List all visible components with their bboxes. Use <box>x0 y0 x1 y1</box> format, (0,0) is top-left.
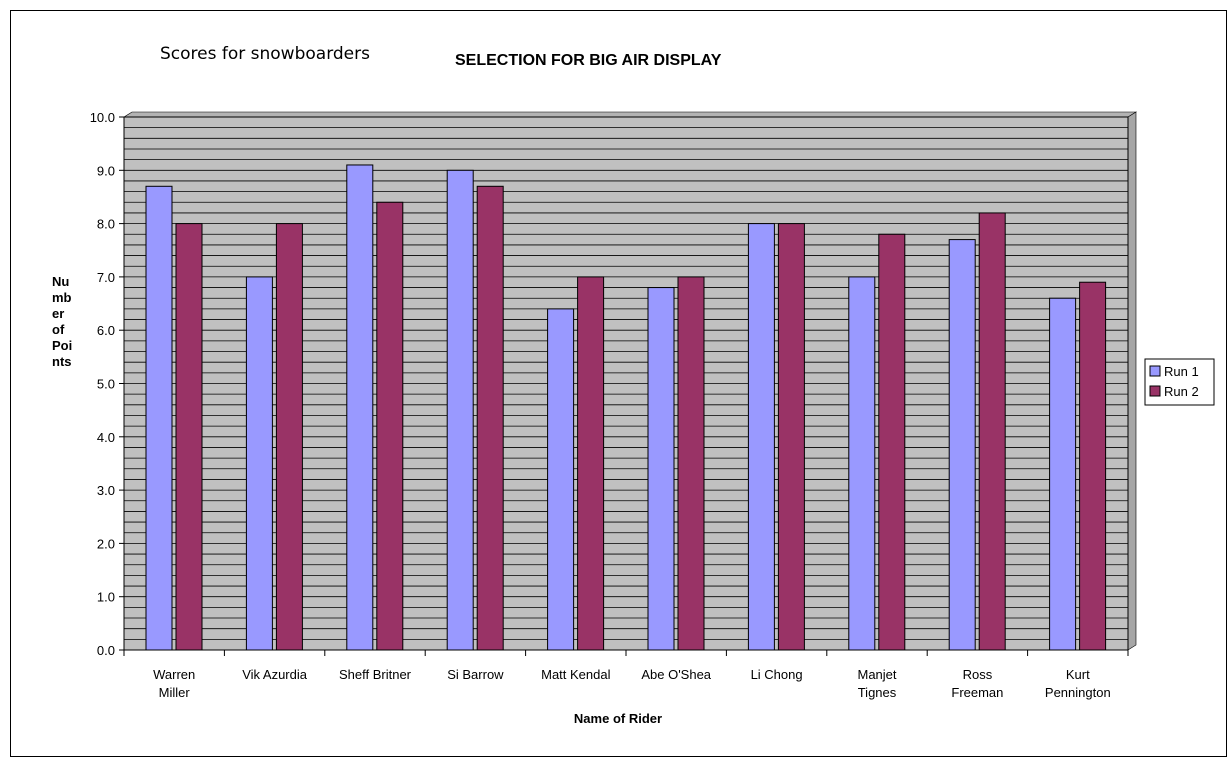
y-tick-label: 7.0 <box>97 270 115 285</box>
bar-run-2 <box>777 223 805 651</box>
y-axis-label: Nu <box>52 274 69 289</box>
bar-run-1 <box>647 287 675 651</box>
plot-top-edge <box>122 111 1138 118</box>
bar-run-1 <box>747 223 775 651</box>
bar-run-2 <box>476 185 504 651</box>
bar-run-2 <box>677 276 705 651</box>
y-tick-label: 1.0 <box>97 590 115 605</box>
y-tick-label: 3.0 <box>97 483 115 498</box>
bar-run-2 <box>978 212 1006 651</box>
y-tick-label: 4.0 <box>97 430 115 445</box>
bar-run-2 <box>878 233 906 651</box>
x-tick-label: Pennington <box>1045 685 1111 700</box>
y-axis-label: Poi <box>52 338 72 353</box>
chart-caption: Scores for snowboarders <box>160 44 370 64</box>
legend-swatch <box>1149 385 1161 397</box>
legend-label: Run 1 <box>1164 364 1199 379</box>
y-axis-label: nts <box>52 354 72 369</box>
y-axis-label: er <box>52 306 64 321</box>
y-axis-label: mb <box>52 290 72 305</box>
y-axis-label: of <box>52 322 65 337</box>
bar-run-1 <box>446 169 474 651</box>
bar-run-2 <box>1079 281 1107 651</box>
x-tick-label: Vik Azurdia <box>242 667 308 682</box>
x-tick-label: Warren <box>153 667 195 682</box>
bar-run-1 <box>948 239 976 651</box>
bar-run-2 <box>175 223 203 651</box>
y-tick-label: 9.0 <box>97 163 115 178</box>
x-tick-label: Miller <box>159 685 191 700</box>
y-tick-label: 10.0 <box>90 110 115 125</box>
y-tick-label: 8.0 <box>97 217 115 232</box>
bar-run-1 <box>346 164 374 651</box>
legend-label: Run 2 <box>1164 384 1199 399</box>
y-tick-label: 0.0 <box>97 643 115 658</box>
x-tick-label: Sheff Britner <box>339 667 412 682</box>
bar-run-1 <box>547 308 575 651</box>
x-tick-label: Freeman <box>951 685 1003 700</box>
legend: Run 1 Run 2 <box>1144 358 1215 406</box>
x-tick-label: Tignes <box>858 685 897 700</box>
bar-run-1 <box>1049 297 1077 651</box>
bar-run-2 <box>577 276 605 651</box>
bar-run-1 <box>145 185 173 651</box>
x-axis-label: Name of Rider <box>574 711 662 726</box>
legend-swatch <box>1149 365 1161 377</box>
x-tick-label: Li Chong <box>751 667 803 682</box>
bar-run-2 <box>376 201 404 651</box>
x-tick-label: Matt Kendal <box>541 667 610 682</box>
x-tick-label: Si Barrow <box>447 667 504 682</box>
bar-run-1 <box>848 276 876 651</box>
x-tick-label: Ross <box>963 667 993 682</box>
y-tick-label: 6.0 <box>97 323 115 338</box>
x-tick-label: Kurt <box>1066 667 1090 682</box>
plot-side-edge <box>1127 111 1137 651</box>
y-tick-label: 5.0 <box>97 377 115 392</box>
bar-run-2 <box>275 223 303 651</box>
y-tick-label: 2.0 <box>97 536 115 551</box>
bar-run-1 <box>245 276 273 651</box>
x-tick-label: Abe O'Shea <box>641 667 711 682</box>
chart-title: SELECTION FOR BIG AIR DISPLAY <box>455 52 722 69</box>
x-tick-label: Manjet <box>857 667 896 682</box>
